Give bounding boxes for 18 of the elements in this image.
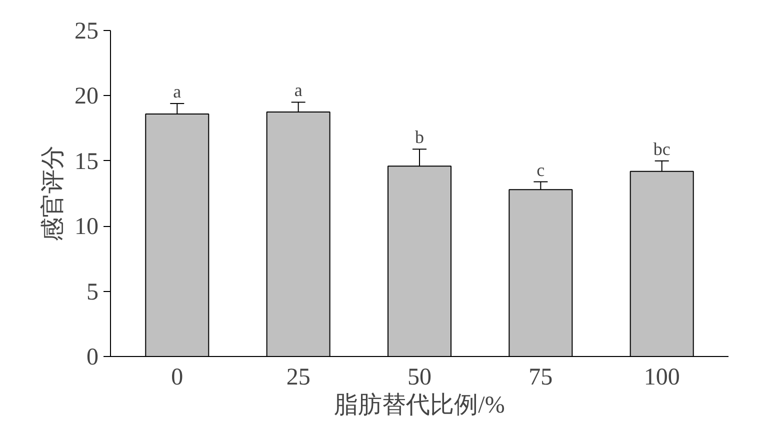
- annotation: c: [536, 160, 545, 180]
- y-tick-label: 15: [74, 148, 98, 175]
- x-tick-label: 50: [408, 364, 432, 390]
- annotation: b: [415, 127, 424, 148]
- x-tick-label: 75: [528, 364, 553, 390]
- x-tick-label: 25: [286, 364, 310, 390]
- annotation: a: [294, 80, 302, 100]
- annotation: a: [173, 82, 182, 102]
- y-tick-label: 25: [74, 18, 98, 44]
- annotation: bc: [653, 138, 670, 159]
- y-tick-label: 10: [74, 214, 98, 240]
- y-tick-label: 20: [74, 84, 98, 110]
- y-tick-label: 5: [86, 279, 98, 306]
- y-tick-label: 0: [86, 344, 98, 370]
- x-tick-label: 0: [171, 364, 184, 390]
- x-axis-title: 脂肪替代比例/%: [334, 392, 505, 418]
- x-tick-label: 100: [644, 364, 680, 390]
- y-axis-title: 感官评分: [40, 146, 66, 242]
